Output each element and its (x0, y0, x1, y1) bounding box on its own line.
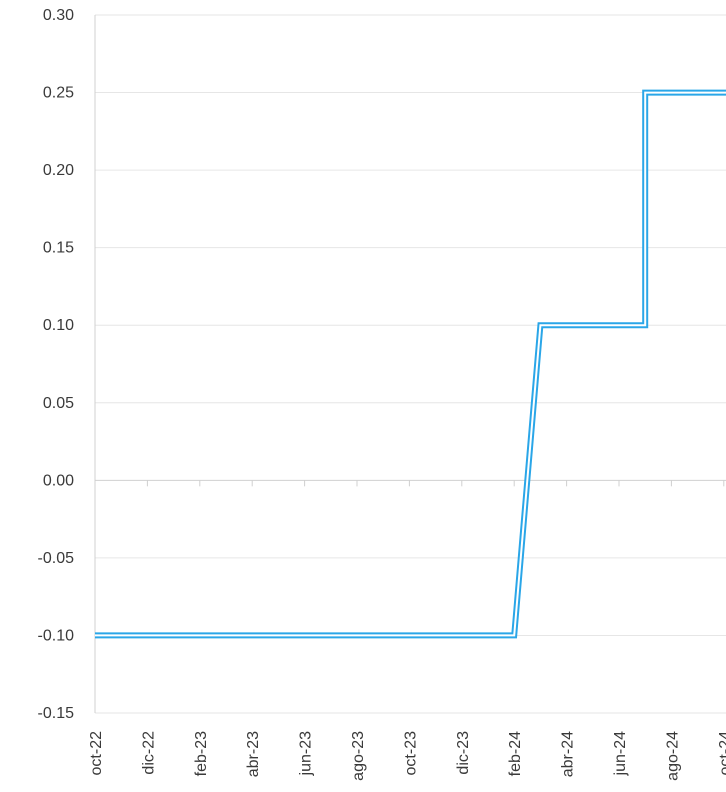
y-tick-label: -0.10 (38, 627, 75, 644)
axes (94, 15, 726, 713)
x-tick-label: feb-23 (193, 731, 210, 776)
x-tick-label: dic-22 (140, 731, 157, 775)
y-tick-label: 0.25 (43, 85, 74, 102)
x-tick-label: jun-24 (612, 731, 629, 777)
x-tick-label: ago-23 (350, 731, 367, 781)
series-layer (95, 89, 726, 639)
series-line (95, 89, 726, 639)
x-tick-label: oct-23 (402, 731, 419, 776)
series-line-inner (95, 91, 726, 637)
x-axis-ticks: oct-22 dic-22 feb-23 abr-23 jun-23 ago-23 oct-… (88, 731, 726, 781)
y-tick-label: -0.05 (38, 550, 75, 567)
y-tick-label: 0.10 (43, 317, 74, 334)
x-tick-label: ago-24 (664, 731, 681, 781)
x-tick-label: dic-23 (455, 731, 472, 775)
y-tick-label: 0.20 (43, 162, 74, 179)
y-tick-label: 0.30 (43, 7, 74, 24)
gridlines (95, 14, 726, 714)
y-tick-label: -0.15 (38, 705, 75, 722)
x-tick-label: oct-22 (88, 731, 105, 776)
x-tick-label: abr-24 (560, 731, 577, 777)
y-tick-label: 0.05 (43, 395, 74, 412)
x-tick-label: jun-23 (298, 731, 315, 777)
y-axis-ticks: 0.30 0.25 0.20 0.15 0.10 0.05 0.00 -0.05 -0.10 -0… (38, 7, 75, 722)
y-tick-label: 0.00 (43, 472, 74, 489)
x-tick-label: feb-24 (507, 731, 524, 776)
y-tick-label: 0.15 (43, 240, 74, 257)
x-tick-label: oct-24 (717, 731, 726, 776)
x-tick-label: abr-23 (245, 731, 262, 777)
